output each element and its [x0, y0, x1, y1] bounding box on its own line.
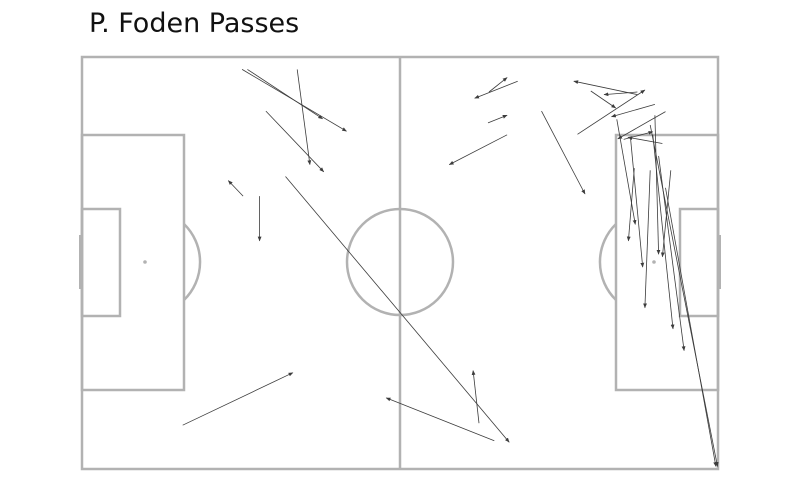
pass-arrow-13 — [487, 114, 508, 124]
pass-arrow-32 — [649, 124, 719, 467]
pass-arrow-33 — [665, 187, 718, 467]
pass-arrow-20 — [611, 104, 656, 118]
pass-arrow-17 — [603, 91, 638, 97]
pass-arrow-7 — [285, 176, 510, 443]
pass-arrow-11 — [474, 80, 518, 99]
pass-arrow-10 — [471, 370, 480, 424]
pass-arrow-4 — [265, 110, 325, 173]
pass-arrow-2 — [241, 69, 347, 132]
pass-arrow-18 — [590, 90, 617, 109]
pass-arrow-23 — [627, 136, 663, 144]
pass-arrow-14 — [448, 134, 508, 165]
pass-arrow-1 — [247, 69, 324, 120]
left-penalty-area — [80, 133, 186, 392]
pass-arrow-30 — [652, 134, 675, 330]
left-penalty-arc — [183, 223, 202, 301]
pass-arrow-19 — [577, 89, 646, 135]
left-penalty-spot — [143, 260, 147, 264]
pass-arrow-29 — [660, 170, 672, 258]
pass-arrow-9 — [385, 397, 495, 442]
pass-arrow-5 — [227, 180, 244, 197]
pass-arrow-24 — [616, 119, 637, 225]
pass-arrow-3 — [296, 69, 312, 166]
pitch-markings — [79, 55, 721, 471]
pass-arrow-22 — [617, 111, 666, 140]
chart-title: P. Foden Passes — [89, 8, 300, 39]
pass-arrow-26 — [626, 168, 635, 242]
centre-spot — [399, 261, 401, 263]
pass-arrow-28 — [654, 115, 661, 255]
pass-arrow-25 — [630, 138, 645, 268]
pass-arrow-15 — [541, 110, 586, 195]
pass-arrow-16 — [573, 80, 638, 95]
left-six-yard-box — [80, 207, 122, 318]
pass-arrow-8 — [182, 372, 294, 426]
centre-circle — [345, 207, 455, 317]
right-penalty-area — [614, 133, 720, 392]
pass-arrow-12 — [488, 77, 508, 93]
right-penalty-spot — [652, 260, 656, 264]
pass-arrow-27 — [643, 170, 651, 309]
passes — [182, 69, 719, 467]
right-penalty-arc — [598, 223, 617, 301]
